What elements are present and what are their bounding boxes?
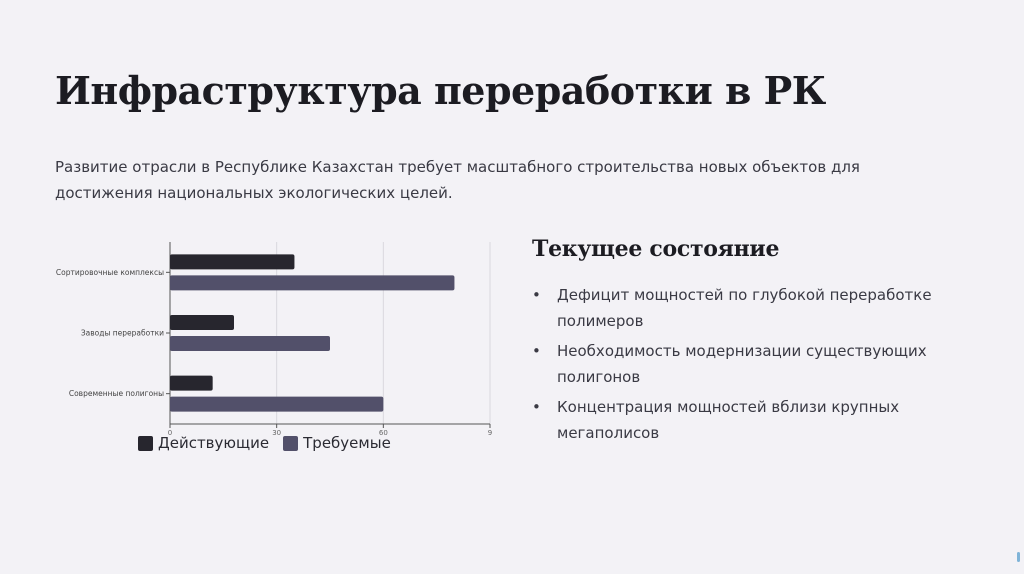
panel-title: Текущее состояние	[532, 236, 780, 262]
category-label: Современные полигоны	[69, 389, 164, 398]
legend-swatch-required	[283, 435, 299, 451]
chart-svg: 0 30 60 9 Сортировочные комплексы Заводы пере…	[56, 242, 492, 437]
legend-item-existing: Действующие	[138, 434, 269, 452]
bullet-dot: •	[532, 398, 541, 416]
bullet-dot: •	[532, 286, 541, 304]
x-tick-label: 60	[379, 429, 388, 437]
legend-swatch-existing	[138, 435, 153, 451]
bar-required	[170, 275, 455, 291]
x-tick-label: 30	[272, 429, 281, 437]
chart-legend: Действующие Требуемые	[138, 434, 391, 452]
bar-required	[170, 396, 384, 412]
bullet-item: • Дефицит мощностей по глубокой переработ…	[532, 282, 952, 334]
bar-existing	[170, 254, 295, 270]
bar-existing	[170, 315, 234, 330]
category-label: Сортировочные комплексы	[56, 268, 164, 277]
bar-existing	[170, 375, 213, 391]
bullet-text: Концентрация мощностей вблизи крупных ме…	[557, 398, 900, 442]
bullet-item: • Необходимость модернизации существующих…	[532, 338, 952, 390]
category-label: Заводы переработки	[81, 329, 164, 338]
x-tick-label: 9	[488, 429, 492, 437]
bar-required	[170, 336, 330, 351]
legend-label-existing: Действующие	[158, 434, 270, 452]
corner-mark	[1017, 552, 1020, 562]
bullet-text: Дефицит мощностей по глубокой переработк…	[557, 286, 932, 330]
legend-item-required: Требуемые	[283, 434, 391, 452]
slide-subtitle: Развитие отрасли в Республике Казахстан …	[55, 158, 860, 202]
bullet-dot: •	[532, 342, 541, 360]
bar-chart: 0 30 60 9 Сортировочные комплексы Заводы пере…	[40, 238, 510, 460]
bullet-text: Необходимость модернизации существующих …	[557, 342, 927, 386]
bullet-item: • Концентрация мощностей вблизи крупных м…	[532, 394, 952, 446]
x-tick-label: 0	[168, 429, 172, 437]
legend-label-required: Требуемые	[303, 434, 391, 452]
slide-title: Инфраструктура переработки в РК	[55, 68, 826, 113]
bullet-list: • Дефицит мощностей по глубокой переработ…	[532, 282, 952, 446]
current-state-panel: Текущее состояние • Дефицит мощностей по …	[532, 236, 952, 450]
